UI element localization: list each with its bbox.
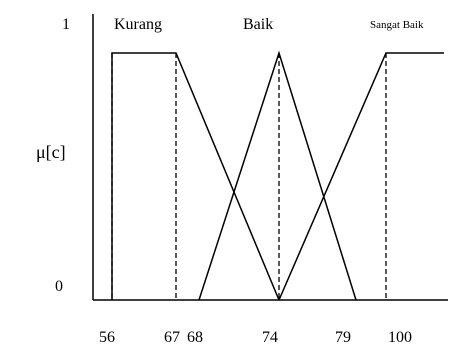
series-group [111, 50, 444, 301]
x-tick-label-100: 100 [388, 329, 412, 346]
y-tick-label-0: 0 [55, 278, 63, 295]
axes [92, 14, 448, 301]
series-line-baik [198, 50, 357, 301]
y-tick-label-1: 1 [62, 16, 70, 33]
x-tick-label-67: 67 [164, 329, 180, 346]
series-label-kurang: Kurang [114, 16, 162, 33]
x-tick-label-68: 68 [187, 329, 203, 346]
series-line-kurang [111, 52, 280, 301]
x-tick-label-74: 74 [262, 329, 278, 346]
x-tick-label-79: 79 [335, 329, 351, 346]
series-line-sangat-baik [278, 52, 444, 301]
series-label-sangat-baik: Sangat Baik [370, 19, 424, 31]
series-label-baik: Baik [243, 16, 273, 33]
x-tick-labels: 56 67 68 74 79 100 [99, 329, 412, 346]
label-group: μ[c] 1 0 Kurang Baik Sangat Baik [36, 16, 424, 295]
y-axis-label: μ[c] [36, 142, 66, 162]
x-tick-label-56: 56 [99, 329, 115, 346]
